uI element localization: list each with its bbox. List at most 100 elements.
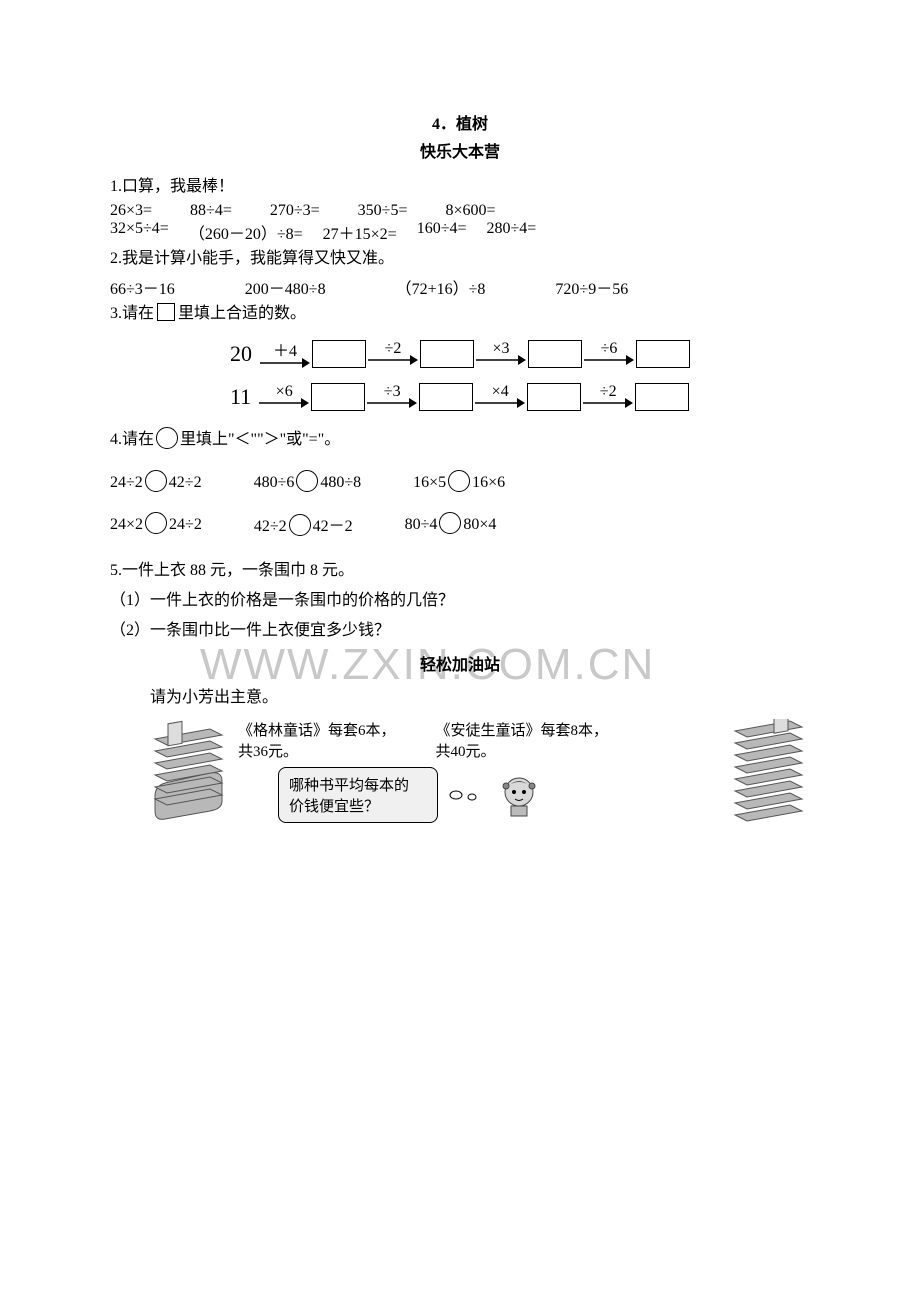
q4-stem-after: 里填上"＜""＞"或"="。 bbox=[180, 431, 340, 448]
flow-seg: ×3 bbox=[476, 340, 526, 368]
bookstack-right-icon bbox=[730, 719, 810, 839]
circle-icon bbox=[296, 470, 318, 492]
bookstack-left-icon bbox=[150, 719, 230, 829]
arrow-icon bbox=[260, 355, 310, 371]
rhs: 42－2 bbox=[313, 518, 353, 535]
arrow-icon bbox=[259, 395, 309, 411]
station-title: 轻松加油站 bbox=[110, 651, 810, 675]
eq: （260－20）÷8= bbox=[189, 220, 303, 244]
q1-row2: 32×5÷4= （260－20）÷8= 27＋15×2= 160÷4= 280÷… bbox=[110, 220, 810, 244]
q2-row: 66÷3－16 200－480÷8 （72+16）÷8 720÷9－56 bbox=[110, 275, 810, 299]
arrow-icon bbox=[367, 395, 417, 411]
q3-stem-after: 里填上合适的数。 bbox=[178, 305, 306, 322]
lhs: 16×5 bbox=[413, 474, 446, 491]
q4-row2: 24×2 24÷2 42÷2 42－2 80÷4 80×4 bbox=[110, 512, 810, 536]
lhs: 80÷4 bbox=[405, 516, 438, 533]
eq: 88÷4= bbox=[190, 202, 232, 220]
answer-box bbox=[527, 383, 581, 411]
compare: 24×2 24÷2 bbox=[110, 512, 202, 536]
station-lead: 请为小芳出主意。 bbox=[110, 683, 810, 713]
page-title: 4．植树 bbox=[110, 110, 810, 134]
speech-bubble: 哪种书平均每本的 价钱便宜些？ bbox=[278, 767, 438, 823]
flow-diagram: 20 ＋4 ÷2 ×3 ÷6 11 bbox=[230, 337, 810, 411]
compare: 480÷6 480÷8 bbox=[254, 470, 362, 492]
lhs: 480÷6 bbox=[254, 474, 295, 491]
q5-p1: （1）一件上衣的价格是一条围巾的价格的几倍？ bbox=[110, 586, 810, 616]
answer-box bbox=[419, 383, 473, 411]
circle-icon bbox=[448, 470, 470, 492]
answer-box bbox=[528, 340, 582, 368]
eq: 160÷4= bbox=[417, 220, 467, 244]
compare: 16×5 16×6 bbox=[413, 470, 505, 492]
eq: 8×600= bbox=[445, 202, 495, 220]
q4-stem: 4.请在 里填上"＜""＞"或"="。 bbox=[110, 425, 810, 455]
flow-seg: ×4 bbox=[475, 383, 525, 411]
flow-seg: ÷2 bbox=[583, 383, 633, 411]
rhs: 24÷2 bbox=[169, 516, 202, 533]
eq: 32×5÷4= bbox=[110, 220, 169, 244]
circle-icon bbox=[156, 427, 178, 449]
eq: 26×3= bbox=[110, 202, 152, 220]
eq: 270÷3= bbox=[270, 202, 320, 220]
flow-seg: ÷6 bbox=[584, 340, 634, 368]
answer-box bbox=[312, 340, 366, 368]
station-figure: 《格林童话》每套6本， 共36元。 《安徒生童话》每套8本， 共40元。 哪种书… bbox=[150, 719, 810, 839]
q2-stem: 2.我是计算小能手，我能算得又快又准。 bbox=[110, 244, 810, 274]
box-icon bbox=[157, 303, 175, 321]
expr: 720÷9－56 bbox=[555, 275, 628, 299]
rhs: 42÷2 bbox=[169, 474, 202, 491]
girl-icon bbox=[498, 772, 540, 818]
right-text: 《安徒生童话》每套8本， 共40元。 bbox=[436, 719, 609, 761]
rhs: 16×6 bbox=[472, 474, 505, 491]
compare: 42÷2 42－2 bbox=[254, 512, 353, 536]
q1-stem: 1.口算，我最棒！ bbox=[110, 172, 810, 202]
lhs: 24÷2 bbox=[110, 474, 143, 491]
flow-start: 11 bbox=[230, 384, 251, 410]
arrow-icon bbox=[476, 352, 526, 368]
flow-seg: ＋4 bbox=[260, 337, 310, 371]
flow-row-1: 20 ＋4 ÷2 ×3 ÷6 bbox=[230, 337, 810, 371]
flow-start: 20 bbox=[230, 341, 252, 367]
lhs: 42÷2 bbox=[254, 518, 287, 535]
bubble-l1: 哪种书平均每本的 bbox=[289, 774, 427, 795]
circle-icon bbox=[439, 512, 461, 534]
circle-icon bbox=[145, 512, 167, 534]
q5-stem: 5.一件上衣 88 元，一条围巾 8 元。 bbox=[110, 556, 810, 586]
arrow-icon bbox=[368, 352, 418, 368]
rhs: 80×4 bbox=[463, 516, 496, 533]
expr: （72+16）÷8 bbox=[396, 275, 486, 299]
answer-box bbox=[420, 340, 474, 368]
q4-row1: 24÷2 42÷2 480÷6 480÷8 16×5 16×6 bbox=[110, 470, 810, 492]
answer-box bbox=[636, 340, 690, 368]
circle-icon bbox=[289, 514, 311, 536]
compare: 80÷4 80×4 bbox=[405, 512, 497, 536]
eq: 350÷5= bbox=[358, 202, 408, 220]
flow-seg: ×6 bbox=[259, 383, 309, 411]
arrow-icon bbox=[583, 395, 633, 411]
q4-stem-before: 4.请在 bbox=[110, 431, 154, 448]
expr: 66÷3－16 bbox=[110, 275, 175, 299]
q5-p2: （2）一条围巾比一件上衣便宜多少钱？ bbox=[110, 616, 810, 646]
left-t1: 《格林童话》每套6本， bbox=[238, 719, 396, 740]
arrow-icon bbox=[584, 352, 634, 368]
lhs: 24×2 bbox=[110, 516, 143, 533]
right-t1: 《安徒生童话》每套8本， bbox=[436, 719, 609, 740]
page-subtitle: 快乐大本营 bbox=[110, 138, 810, 162]
rhs: 480÷8 bbox=[320, 474, 361, 491]
flow-seg: ÷2 bbox=[368, 340, 418, 368]
q5: 5.一件上衣 88 元，一条围巾 8 元。 （1）一件上衣的价格是一条围巾的价格… bbox=[110, 556, 810, 647]
thought-dots-icon bbox=[448, 785, 488, 805]
eq: 280÷4= bbox=[487, 220, 537, 244]
left-t2: 共36元。 bbox=[238, 740, 396, 761]
q3-stem: 3.请在里填上合适的数。 bbox=[110, 299, 810, 329]
answer-box bbox=[311, 383, 365, 411]
q1-row1: 26×3= 88÷4= 270÷3= 350÷5= 8×600= bbox=[110, 202, 810, 220]
station-middle: 《格林童话》每套6本， 共36元。 《安徒生童话》每套8本， 共40元。 哪种书… bbox=[238, 719, 722, 823]
eq: 27＋15×2= bbox=[323, 220, 397, 244]
right-t2: 共40元。 bbox=[436, 740, 609, 761]
expr: 200－480÷8 bbox=[245, 275, 326, 299]
arrow-icon bbox=[475, 395, 525, 411]
left-text: 《格林童话》每套6本， 共36元。 bbox=[238, 719, 396, 761]
bubble-l2: 价钱便宜些？ bbox=[289, 795, 427, 816]
flow-row-2: 11 ×6 ÷3 ×4 ÷2 bbox=[230, 383, 810, 411]
